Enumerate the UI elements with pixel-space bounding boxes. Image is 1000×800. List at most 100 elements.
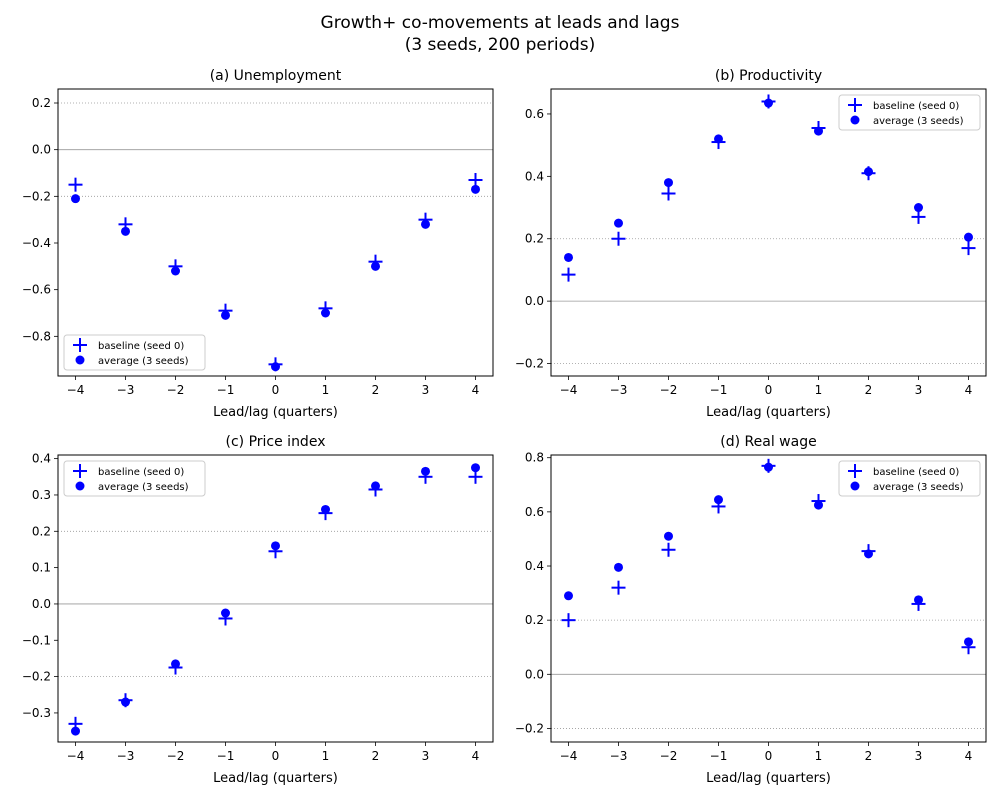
baseline-point: [118, 693, 133, 708]
baseline-point: [961, 241, 976, 256]
x-tick-label: −1: [710, 383, 728, 397]
baseline-point: [661, 186, 676, 201]
y-tick-label: −0.8: [22, 329, 51, 343]
x-tick-label: −2: [167, 383, 185, 397]
average-point: [71, 194, 80, 204]
axes-frame: [57, 88, 494, 377]
x-tick-label: −2: [660, 749, 678, 763]
baseline-point: [561, 267, 576, 282]
x-axis-label: Lead/lag (quarters): [706, 405, 831, 420]
y-tick-label: −0.2: [22, 670, 51, 684]
baseline-point: [468, 469, 483, 484]
average-point: [614, 218, 623, 228]
baseline-point: [711, 499, 726, 514]
y-tick-label: 0.4: [525, 169, 544, 183]
legend-label-average: average (3 seeds): [873, 116, 964, 127]
x-tick-label: −3: [117, 383, 135, 397]
axes-frame: [550, 88, 987, 377]
legend: baseline (seed 0) average (3 seeds): [63, 334, 206, 371]
baseline-point: [468, 173, 483, 187]
average-point: [471, 184, 480, 194]
baseline-point: [611, 231, 626, 246]
x-tick-label: 1: [815, 383, 823, 397]
baseline-point: [611, 580, 626, 595]
x-tick-label: 0: [272, 383, 280, 397]
subplot-1: (a) Unemployment −4 −3 −2 −1 0 1 2 3 4 −0.8 −0.6 −0.…: [22, 68, 494, 420]
figure-title: Growth+ co-movements at leads and lags (…: [0, 12, 1000, 56]
x-tick-label: −1: [710, 749, 728, 763]
legend-circle-marker: [850, 115, 860, 125]
baseline-point: [811, 494, 826, 509]
x-tick-label: 1: [815, 749, 823, 763]
y-tick-label: −0.2: [515, 721, 544, 735]
baseline-point: [68, 177, 83, 192]
x-tick-label: 0: [765, 749, 773, 763]
baseline-point: [761, 94, 776, 109]
baseline-point: [418, 469, 433, 484]
baseline-point: [368, 254, 383, 269]
x-tick-label: −3: [610, 749, 628, 763]
legend-label-baseline: baseline (seed 0): [873, 467, 959, 478]
y-tick-label: 0.2: [32, 96, 51, 110]
subplot-title: (d) Real wage: [720, 434, 816, 450]
baseline-point: [861, 166, 876, 181]
y-tick-label: 0.0: [32, 597, 51, 611]
y-tick-label: −0.6: [22, 283, 51, 297]
y-tick-label: −0.1: [22, 633, 51, 647]
x-tick-label: 2: [865, 749, 873, 763]
average-point: [664, 178, 673, 188]
average-point: [471, 463, 480, 473]
y-tick-label: 0.8: [525, 451, 544, 465]
axes-frame: [550, 454, 987, 743]
average-point: [914, 203, 923, 213]
baseline-point: [218, 611, 233, 626]
x-tick-label: 4: [472, 749, 480, 763]
baseline-point: [811, 120, 826, 135]
x-axis-label: Lead/lag (quarters): [213, 771, 338, 786]
baseline-point: [661, 542, 676, 557]
x-tick-label: 3: [915, 749, 923, 763]
legend-box: [838, 460, 981, 497]
x-tick-label: 1: [322, 383, 330, 397]
x-tick-label: 3: [915, 383, 923, 397]
x-tick-label: 2: [372, 383, 380, 397]
axes-frame: [57, 454, 494, 743]
baseline-point: [118, 217, 133, 232]
baseline-point: [318, 506, 333, 521]
legend-label-baseline: baseline (seed 0): [98, 467, 184, 478]
subplot-2: (b) Productivity −4 −3 −2 −1 0 1 2 3 4 −0.2 0.0 0.2 0…: [515, 68, 987, 420]
average-point: [664, 531, 673, 541]
x-tick-label: 1: [322, 749, 330, 763]
y-tick-label: 0.2: [525, 232, 544, 246]
x-tick-label: −3: [117, 749, 135, 763]
average-point: [614, 562, 623, 572]
x-axis-label: Lead/lag (quarters): [213, 405, 338, 420]
y-tick-label: 0.1: [32, 561, 51, 575]
x-tick-label: 2: [372, 749, 380, 763]
y-tick-label: −0.3: [22, 706, 51, 720]
legend-circle-marker: [75, 481, 85, 491]
baseline-point: [861, 544, 876, 559]
y-tick-label: 0.4: [32, 452, 51, 466]
y-tick-label: −0.2: [515, 357, 544, 371]
legend-circle-marker: [850, 481, 860, 491]
legend: baseline (seed 0) average (3 seeds): [838, 460, 981, 497]
baseline-point: [711, 135, 726, 150]
x-tick-label: −1: [217, 749, 235, 763]
x-tick-label: 4: [965, 749, 973, 763]
x-tick-label: −4: [67, 749, 85, 763]
baseline-point: [168, 259, 183, 274]
y-tick-label: −0.2: [22, 189, 51, 203]
baseline-point: [318, 301, 333, 316]
x-tick-label: 2: [865, 383, 873, 397]
y-tick-label: 0.6: [525, 505, 544, 519]
x-tick-label: −1: [217, 383, 235, 397]
x-tick-label: −4: [67, 383, 85, 397]
y-tick-label: 0.2: [525, 613, 544, 627]
baseline-point: [168, 660, 183, 675]
x-tick-label: −4: [560, 749, 578, 763]
figure-title-line-1: Growth+ co-movements at leads and lags: [320, 13, 680, 33]
baseline-point: [761, 458, 776, 473]
y-tick-label: 0.4: [525, 559, 544, 573]
